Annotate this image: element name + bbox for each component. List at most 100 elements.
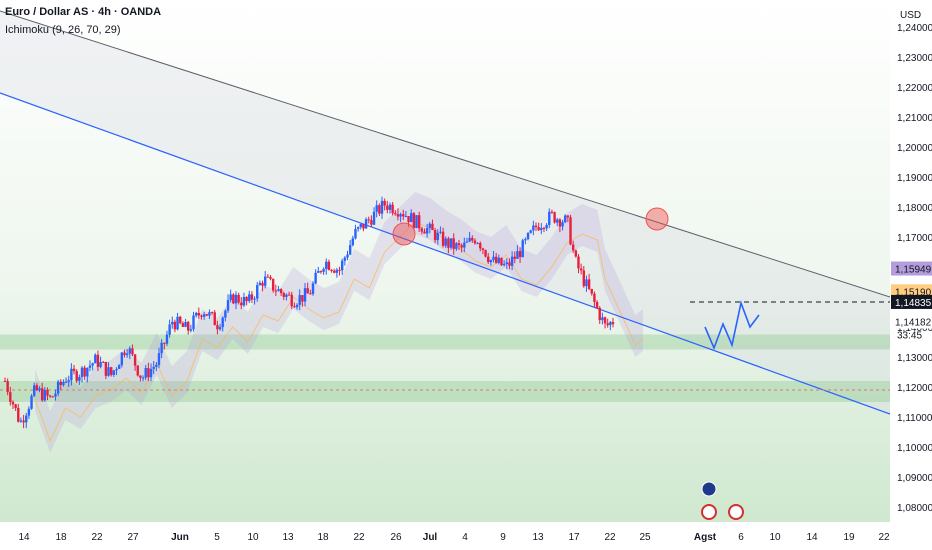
candle-body — [70, 368, 73, 381]
candle-body — [609, 322, 612, 326]
time-tick-label: 27 — [127, 532, 139, 543]
candle-body — [94, 354, 97, 364]
candle-body — [327, 261, 331, 270]
candle-body — [250, 294, 254, 300]
candle-body — [571, 244, 575, 251]
candle-body — [176, 316, 179, 330]
price-tag — [891, 261, 932, 276]
candle-body — [497, 257, 501, 263]
candle-body — [46, 389, 49, 396]
candle-body — [96, 354, 100, 367]
time-tick-label: 25 — [639, 532, 651, 543]
time-tick-label: 18 — [317, 532, 329, 543]
candle-body — [362, 224, 365, 229]
candle-body — [330, 269, 333, 271]
price-tick-label: 1,19000 — [897, 173, 932, 184]
candle-body — [186, 322, 190, 331]
candle-body — [364, 219, 368, 229]
symbol-title[interactable]: Euro / Dollar AS · 4h · OANDA — [5, 6, 162, 18]
indicator-legend[interactable]: Ichimoku (9, 26, 70, 29) — [5, 24, 121, 36]
candle-body — [274, 290, 278, 292]
time-tick-label: 22 — [353, 532, 365, 543]
candle-body — [17, 407, 20, 422]
candle-body — [372, 211, 376, 225]
candle-body — [428, 223, 432, 228]
candle-body — [468, 237, 471, 242]
us-flag-icon — [701, 504, 717, 520]
channel-fill — [0, 11, 890, 414]
candle-body — [455, 243, 458, 249]
candle-body — [189, 329, 193, 331]
support-zone — [0, 381, 890, 402]
event-icon — [701, 481, 717, 497]
candle-body — [436, 232, 439, 241]
candle-body — [489, 260, 493, 263]
price-tick-label: 1,17000 — [897, 233, 932, 244]
candle-body — [102, 361, 105, 363]
candle-body — [526, 232, 530, 240]
candle-body — [518, 251, 522, 258]
candle-body — [301, 295, 304, 302]
candle-body — [277, 289, 280, 292]
candle-body — [285, 294, 288, 297]
candle-body — [441, 231, 445, 246]
candle-body — [540, 227, 543, 231]
candle-body — [452, 238, 455, 249]
candle-body — [91, 363, 94, 366]
candle-body — [221, 317, 224, 328]
candle-body — [566, 215, 570, 218]
projection-path — [704, 300, 760, 351]
candle-body — [110, 367, 113, 375]
candle-body — [293, 306, 296, 308]
candle-body — [433, 229, 437, 241]
candle-body — [484, 249, 487, 257]
channel-trendline — [0, 92, 891, 415]
candle-body — [380, 200, 384, 214]
candle-body — [107, 367, 110, 376]
candle-body — [386, 205, 389, 210]
candle-body — [139, 375, 142, 378]
candle-body — [457, 243, 461, 246]
candle-body — [120, 352, 124, 366]
candle-body — [569, 217, 572, 245]
candle-body — [335, 269, 339, 273]
resistance-trendline — [0, 10, 891, 298]
candle-body — [133, 354, 137, 366]
candle-body — [131, 348, 134, 355]
candle-body — [6, 381, 9, 393]
candle-body — [595, 301, 599, 308]
candle-body — [402, 214, 405, 217]
candle-body — [391, 204, 394, 214]
price-tick-label: 1,20000 — [897, 143, 932, 154]
candle-body — [322, 268, 325, 272]
candle-body — [35, 385, 39, 391]
candle-body — [407, 216, 410, 223]
price-tick-label: 1,22000 — [897, 83, 932, 94]
candle-body — [136, 365, 139, 376]
price-tag — [891, 294, 932, 309]
time-tick-label: Jul — [423, 532, 438, 543]
candle-body — [319, 271, 323, 273]
time-tick-label: 13 — [532, 532, 544, 543]
candle-body — [64, 381, 68, 383]
candle-body — [194, 312, 198, 316]
candle-body — [356, 227, 360, 229]
candle-body — [476, 243, 479, 245]
price-tag-label: 1,14835 — [895, 298, 932, 309]
time-tick-label: 9 — [500, 532, 506, 543]
candle-body — [423, 231, 426, 234]
candle-body — [160, 342, 163, 354]
candle-body — [240, 302, 243, 306]
candle-body — [261, 282, 264, 286]
candle-body — [59, 381, 62, 386]
candle-body — [99, 361, 102, 367]
candle-body — [558, 219, 562, 227]
candle-body — [179, 316, 182, 324]
candle-body — [338, 269, 341, 271]
candle-body — [343, 257, 347, 261]
candle-body — [149, 368, 153, 378]
candle-body — [200, 315, 203, 317]
candle-body — [11, 401, 15, 405]
